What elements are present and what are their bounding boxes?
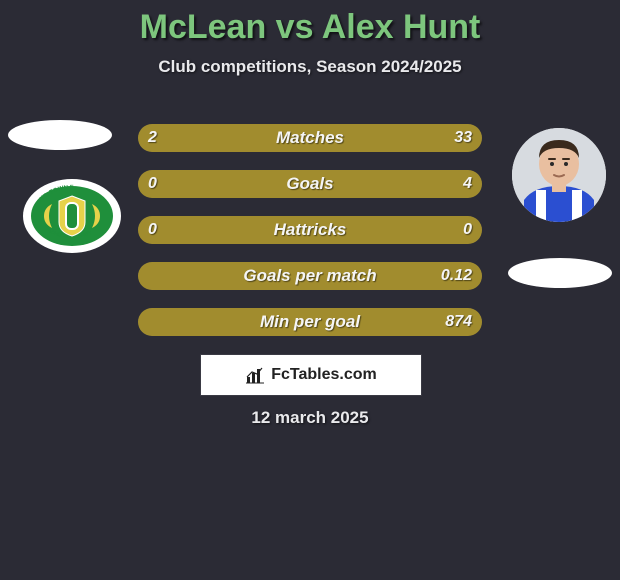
bar-value-left: 2: [148, 124, 157, 152]
bar-value-right: 4: [463, 170, 472, 198]
subtitle: Club competitions, Season 2024/2025: [0, 57, 620, 77]
brand-text: FcTables.com: [271, 366, 377, 384]
bar-row: Min per goal874: [138, 308, 482, 336]
bar-label: Goals: [138, 170, 482, 198]
placeholder-ellipse-right: [508, 258, 612, 288]
bar-row: Matches2 33: [138, 124, 482, 152]
bar-value-right: 33: [454, 124, 472, 152]
page-title: McLean vs Alex Hunt: [0, 0, 620, 47]
bar-label: Hattricks: [138, 216, 482, 244]
bar-row: Goals0 4: [138, 170, 482, 198]
date-line: 12 march 2025: [0, 408, 620, 428]
bar-value-left: 0: [148, 170, 157, 198]
title-vs: vs: [276, 8, 314, 46]
bar-value-right: 0.12: [441, 262, 472, 290]
title-player1: McLean: [140, 8, 267, 46]
player-avatar: [512, 128, 606, 222]
bar-value-right: 874: [445, 308, 472, 336]
bar-chart-icon: [245, 365, 265, 385]
club-badge-left: OVIL TOWN F ACHIEVE BY UNITY: [22, 178, 122, 254]
brand-footer: FcTables.com: [200, 354, 422, 396]
bar-label: Matches: [138, 124, 482, 152]
bar-row: Hattricks0 0: [138, 216, 482, 244]
title-player2: Alex Hunt: [322, 8, 481, 46]
bar-label: Goals per match: [138, 262, 482, 290]
bar-value-left: 0: [148, 216, 157, 244]
bar-label: Min per goal: [138, 308, 482, 336]
bar-row: Goals per match0.12: [138, 262, 482, 290]
comparison-bars: Matches233Goals04Hattricks00Goals per ma…: [138, 124, 482, 354]
bar-value-right: 0: [463, 216, 472, 244]
placeholder-ellipse-left: [8, 120, 112, 150]
